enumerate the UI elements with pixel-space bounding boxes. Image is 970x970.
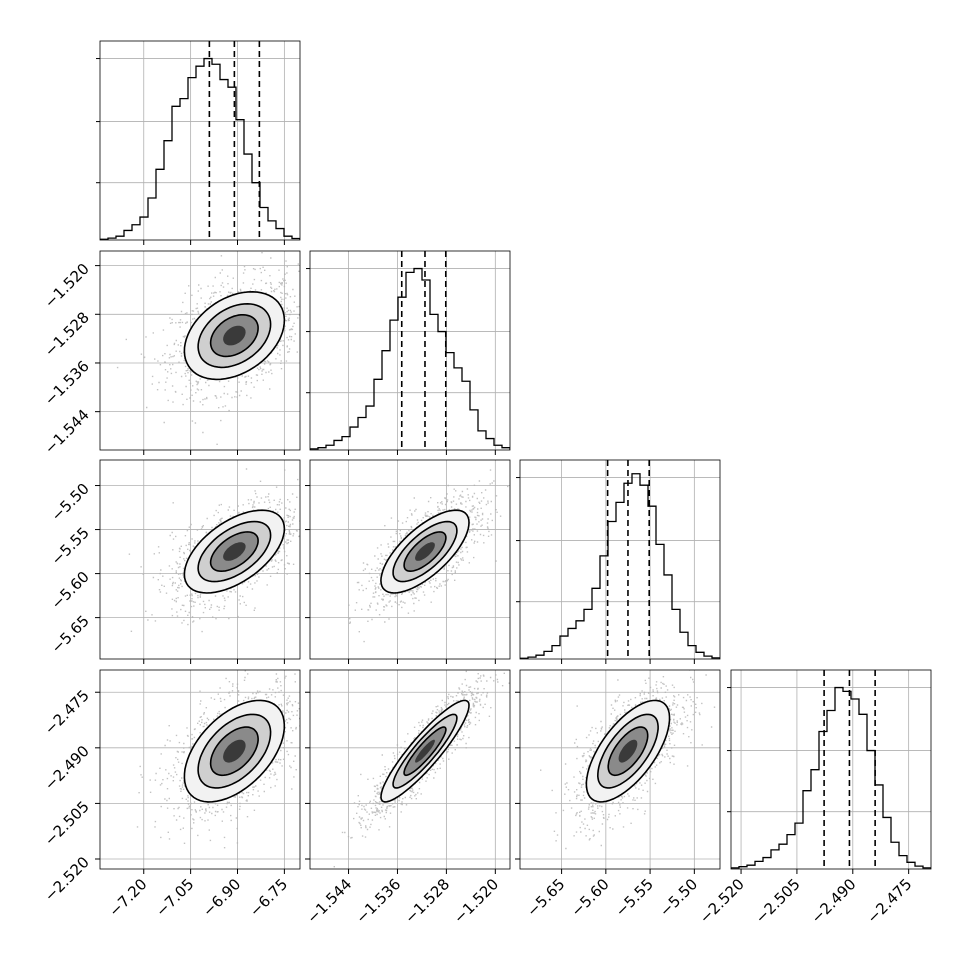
x-tick-label: −6.90 — [199, 875, 244, 920]
x-tick-label: −7.05 — [152, 875, 197, 920]
panel-frame — [730, 669, 932, 870]
x-tick-label: −7.20 — [105, 875, 150, 920]
x-tick-label: −5.55 — [612, 875, 657, 920]
y-tick-label: −1.544 — [41, 406, 93, 458]
scatter-panel-2-1 — [305, 459, 511, 664]
panel-frame — [99, 250, 301, 451]
y-tick-label: −2.475 — [41, 686, 93, 738]
y-tick-label: −2.490 — [41, 742, 93, 794]
scatter-panel-3-0: −7.20 −7.05 −6.90 −6.75 −2.520−2.505−2.490−2… — [41, 669, 301, 920]
panel-frame — [309, 669, 511, 870]
density-contour — [415, 542, 435, 561]
hist-panel-1 — [306, 250, 511, 455]
scatter-panel-3-1: −1.544−1.536−1.528−1.520 — [303, 669, 511, 927]
histogram-series — [520, 473, 720, 659]
scatter-panel-2-0: −5.65−5.60−5.55−5.50 — [48, 459, 301, 664]
density-contour — [223, 542, 246, 561]
x-tick-label: −5.65 — [523, 875, 568, 920]
x-tick-label: −2.505 — [752, 875, 804, 927]
y-tick-label: −5.60 — [48, 568, 93, 613]
y-tick-label: −2.505 — [41, 798, 93, 850]
x-tick-label: −1.520 — [450, 875, 502, 927]
density-contour — [415, 739, 435, 763]
y-tick-label: −5.50 — [48, 480, 93, 525]
density-contour — [223, 325, 246, 346]
panel-frame — [309, 250, 511, 451]
x-tick-label: −6.75 — [246, 875, 291, 920]
histogram-series — [100, 57, 300, 240]
x-tick-label: −2.520 — [696, 875, 748, 927]
scatter-panel-1-0: −1.544−1.536−1.528−1.520 — [41, 250, 301, 458]
panel-frame — [99, 40, 301, 241]
panel-frame — [519, 459, 721, 660]
scatter-panel-3-2: −5.65 −5.60 −5.55 −5.50 — [515, 669, 721, 920]
y-tick-label: −5.65 — [48, 612, 93, 657]
histogram-series — [731, 686, 931, 869]
panel-frame — [99, 669, 301, 870]
panel-frame — [99, 459, 301, 660]
panel-frame — [519, 669, 721, 870]
y-tick-label: −1.528 — [41, 308, 93, 360]
x-tick-label: −5.60 — [567, 875, 612, 920]
y-tick-label: −2.520 — [41, 853, 93, 905]
y-tick-label: −1.520 — [41, 260, 93, 312]
density-contour — [618, 739, 638, 763]
hist-panel-3: −2.520 −2.505 −2.490 −2.475 — [696, 669, 932, 927]
density-contour — [223, 739, 246, 763]
x-tick-label: −1.528 — [401, 875, 453, 927]
hist-panel-2 — [516, 459, 721, 664]
panel-frame — [309, 459, 511, 660]
x-tick-label: −1.536 — [352, 875, 404, 927]
y-tick-label: −5.55 — [48, 524, 93, 569]
histogram-series — [310, 267, 510, 450]
x-tick-label: −2.490 — [808, 875, 860, 927]
x-tick-label: −2.475 — [863, 875, 915, 927]
y-tick-label: −1.536 — [41, 357, 93, 409]
x-tick-label: −1.544 — [303, 875, 355, 927]
x-tick-label: −5.50 — [656, 875, 701, 920]
hist-panel-0 — [96, 40, 301, 245]
